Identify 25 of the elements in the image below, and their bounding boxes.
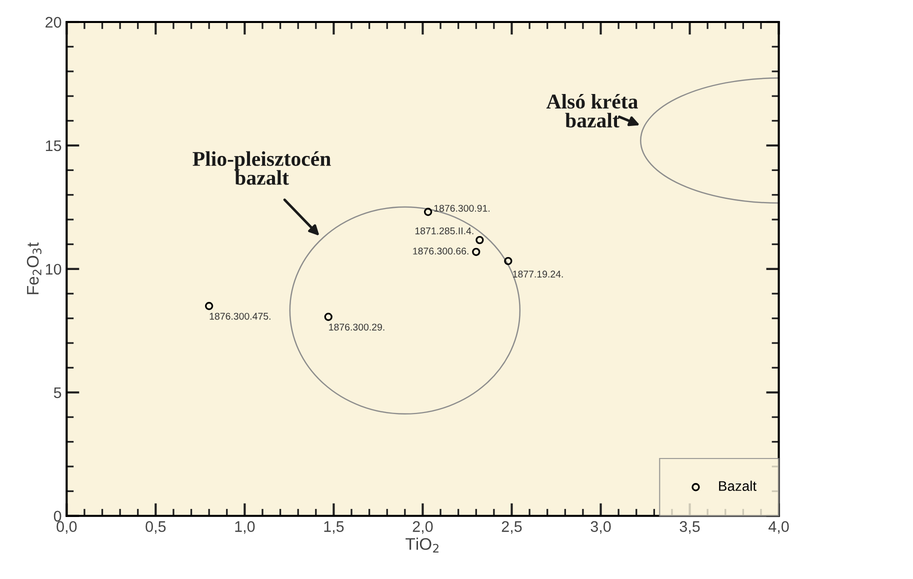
x-axis-title: TiO$_{2}$ [406, 538, 438, 552]
x-tick-label: 0,5 [146, 521, 166, 534]
annotation: 1876.300.475. [210, 312, 270, 320]
y-tick-label: 20 [46, 16, 62, 28]
y-tick-label: 5 [54, 387, 62, 398]
x-tick-label: 3,5 [680, 521, 700, 534]
x-tick-label: 0,0 [56, 521, 77, 534]
y-tick-label: 0 [54, 510, 62, 522]
x-tick-label: 2,0 [412, 521, 433, 534]
x-tick-label: 1,5 [324, 521, 344, 534]
y-tick-label: 10 [46, 264, 62, 275]
annotation: 1876.300.29. [329, 324, 384, 331]
y-tick-label: 15 [46, 140, 62, 152]
x-tick-label: 3,0 [590, 521, 611, 534]
legend-label: Bazalt [719, 480, 756, 491]
annotation: 1871.285.II.4. [415, 227, 474, 234]
annotation: 1876.300.66. [413, 248, 468, 255]
annotation: Plio-pleisztocén bazalt [192, 151, 331, 185]
x-tick-label: 4,0 [768, 521, 789, 534]
x-tick-label: 1,0 [235, 521, 255, 534]
x-tick-label: 2,5 [502, 521, 522, 534]
annotation: 1876.300.91. [434, 204, 490, 212]
annotation: 1877.19.24. [513, 270, 563, 278]
annotation: Alsó kréta bazalt [546, 94, 638, 128]
y-axis-title: Fe$_{2}$O$_{3}$t [26, 242, 42, 294]
